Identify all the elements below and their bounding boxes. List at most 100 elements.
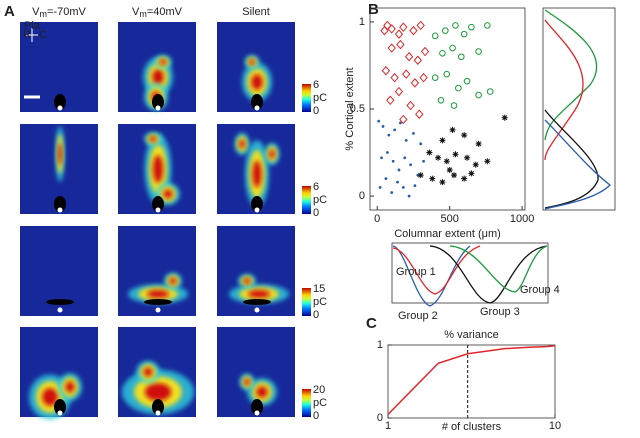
- heat-core: [159, 59, 167, 65]
- point: [446, 166, 453, 173]
- point: [396, 180, 399, 184]
- pipette-tip: [155, 207, 161, 213]
- colorbar: [302, 186, 311, 214]
- soma: [152, 94, 164, 110]
- point: [486, 88, 494, 95]
- point: [380, 156, 383, 160]
- point: [463, 77, 471, 85]
- colorbar-unit: pC: [313, 397, 327, 409]
- x-tick-label: 1: [385, 420, 391, 432]
- header-rest: =-70mV: [47, 6, 86, 18]
- colorbar-unit: pC: [313, 194, 327, 206]
- point: [461, 132, 468, 139]
- point: [413, 184, 417, 188]
- heat-core: [248, 290, 270, 298]
- point: [460, 30, 468, 38]
- point: [399, 121, 402, 125]
- point: [384, 177, 388, 181]
- point: [437, 96, 445, 104]
- soma: [243, 299, 271, 305]
- point: [449, 126, 456, 133]
- heat-core: [65, 381, 75, 393]
- x-tick-label: 0: [374, 213, 380, 225]
- point: [381, 65, 391, 76]
- point: [401, 185, 405, 189]
- colorbar-max: 6: [313, 181, 319, 193]
- legend-label: Group 4: [520, 284, 560, 296]
- pipette-tip: [254, 105, 260, 111]
- point: [406, 100, 415, 111]
- header-sub: m: [139, 9, 147, 19]
- pipette-tip: [155, 105, 161, 111]
- point: [455, 84, 462, 92]
- colorbar-min: 0: [313, 105, 319, 117]
- legend-label: Group 3: [480, 306, 520, 318]
- soma: [251, 196, 263, 212]
- point: [396, 39, 405, 50]
- point: [409, 25, 418, 36]
- header-main: V: [132, 6, 140, 18]
- point: [394, 86, 404, 97]
- point: [407, 194, 411, 198]
- colorbar: [302, 84, 311, 112]
- point: [397, 168, 401, 172]
- heat-core: [58, 143, 62, 165]
- soma: [54, 196, 66, 212]
- y-tick-label: 0.5: [350, 103, 365, 115]
- heat-core: [143, 367, 153, 377]
- point: [443, 158, 450, 165]
- point: [385, 151, 389, 154]
- point: [431, 74, 439, 81]
- heat-core: [144, 383, 172, 401]
- point: [387, 24, 396, 34]
- point: [416, 20, 425, 31]
- x-tick-label: 1000: [510, 213, 534, 225]
- point: [393, 128, 397, 132]
- colorbar-max: 6: [313, 79, 319, 91]
- soma: [46, 299, 74, 305]
- point: [435, 154, 442, 161]
- point: [468, 170, 475, 177]
- point: [412, 131, 415, 135]
- chart-title: % variance: [444, 329, 498, 341]
- colorbar-min: 0: [313, 207, 319, 219]
- orientation-pia: Pia: [24, 20, 41, 32]
- point: [439, 49, 446, 57]
- point: [439, 137, 446, 144]
- heat-core: [269, 149, 275, 159]
- heat-core: [239, 139, 245, 149]
- colorbar-unit: pC: [313, 296, 327, 308]
- point: [501, 114, 508, 121]
- point: [484, 158, 491, 165]
- y-axis-label: % Cortical extent: [344, 67, 356, 150]
- point: [399, 114, 408, 125]
- soma: [152, 399, 164, 415]
- colorbar-min: 0: [313, 309, 319, 321]
- heat-core: [252, 160, 262, 188]
- soma: [251, 399, 263, 415]
- pipette-tip: [155, 410, 161, 416]
- point: [391, 159, 395, 163]
- heat-core: [256, 386, 268, 398]
- x-axis-label: Columnar extent (μm): [394, 228, 501, 240]
- legend-label: Group 2: [398, 310, 438, 322]
- point: [394, 29, 404, 39]
- point: [452, 151, 459, 158]
- y-tick-label: 1: [377, 339, 383, 351]
- heat-core: [42, 388, 58, 406]
- y-tick-label: 0: [359, 190, 365, 202]
- point: [390, 191, 394, 194]
- colorbar-max: 20: [313, 384, 325, 396]
- point: [439, 179, 446, 186]
- point: [450, 102, 458, 109]
- point: [409, 163, 412, 167]
- point: [475, 48, 482, 55]
- heat-core: [153, 155, 163, 183]
- point: [415, 109, 424, 119]
- heat-core: [244, 378, 250, 386]
- marginal-right: [542, 7, 616, 211]
- legend-label: Group 1: [396, 266, 436, 278]
- x-axis-label: # of clusters: [442, 421, 502, 433]
- x-tick-label: 10: [549, 420, 561, 432]
